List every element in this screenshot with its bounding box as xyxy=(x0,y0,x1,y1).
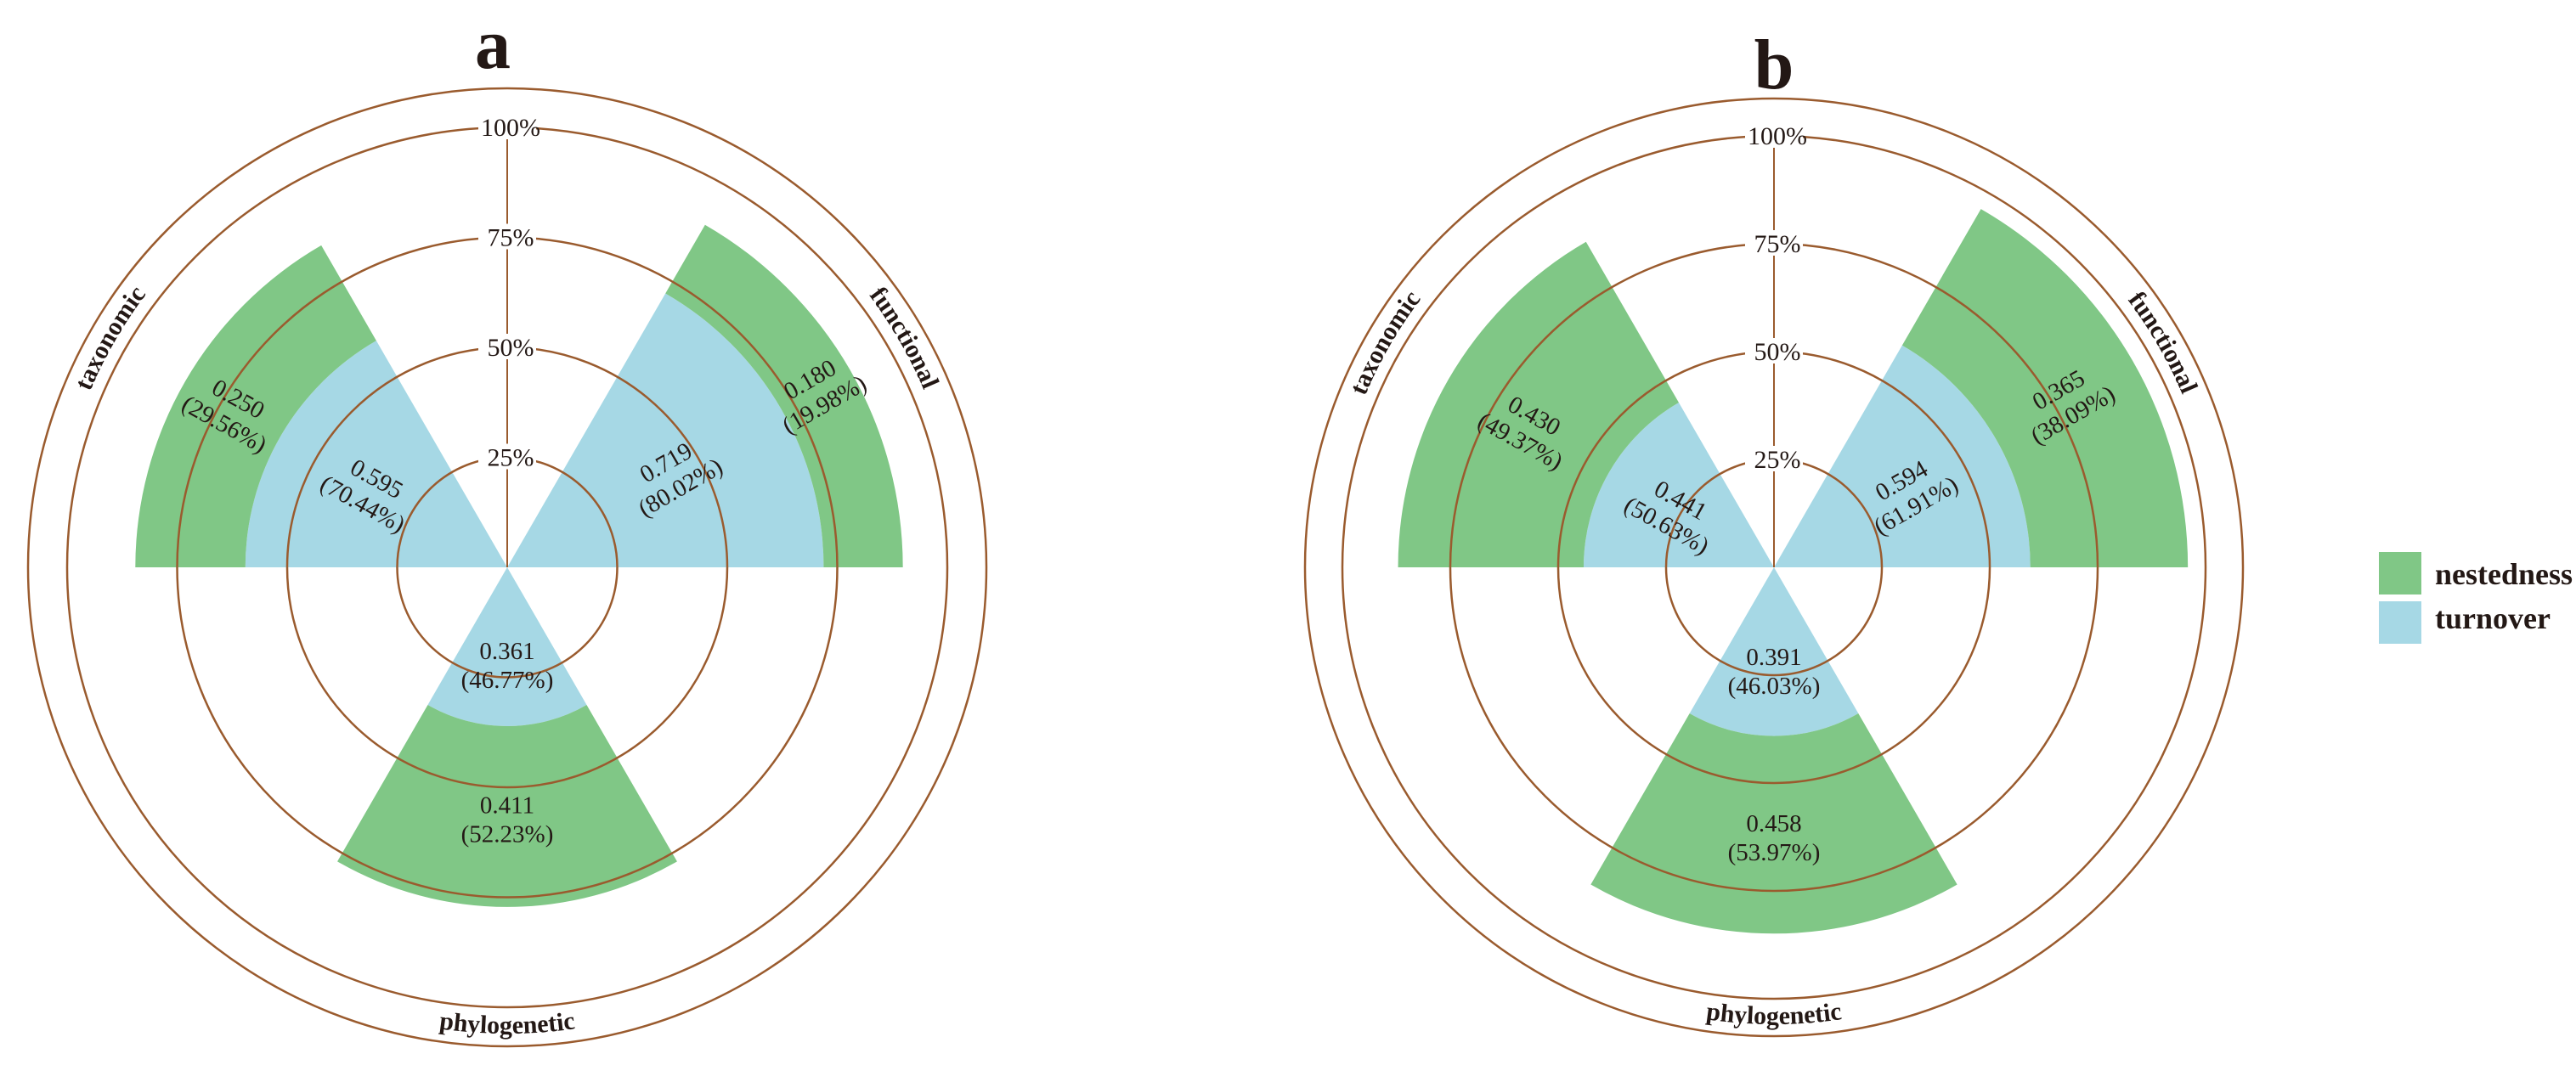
turnover-sector-phylogenetic xyxy=(1689,567,1859,736)
legend-swatch-nestedness xyxy=(2379,552,2421,594)
legend-swatch-turnover xyxy=(2379,601,2421,644)
tick-label-bg xyxy=(1745,338,1803,363)
category-label-phylogenetic: phylogenetic xyxy=(1704,997,1843,1030)
tick-label-bg xyxy=(478,443,536,470)
nestedness-value-label-phylogenetic: 0.458 (53.97%) xyxy=(1728,810,1821,866)
tick-label: 100% xyxy=(481,114,540,142)
nestedness-value-label-phylogenetic: 0.411 (52.23%) xyxy=(461,792,554,848)
tick-label: 50% xyxy=(1754,338,1801,366)
panel-a: a25%50%75%100%taxonomic functionalphyloge… xyxy=(26,5,988,1048)
legend-label-nestedness: nestedness xyxy=(2435,557,2573,591)
legend-label-turnover: turnover xyxy=(2435,601,2551,635)
nestedness-sector-phylogenetic xyxy=(337,704,677,907)
tick-label-bg xyxy=(478,223,536,250)
tick-label: 100% xyxy=(1748,122,1807,150)
turnover-value-label-phylogenetic: 0.391 (46.03%) xyxy=(1728,644,1821,700)
turnover-sector-functional xyxy=(1774,345,2031,567)
nestedness-sector-taxonomic xyxy=(1398,241,1679,567)
nestedness-sector-functional xyxy=(665,224,903,567)
nestedness-sector-taxonomic xyxy=(135,245,376,567)
turnover-sector-taxonomic xyxy=(1583,402,1774,567)
tick-label: 75% xyxy=(488,224,534,252)
tick-label-bg xyxy=(1745,122,1803,148)
tick-label: 75% xyxy=(1754,230,1801,258)
tick-label-bg xyxy=(1745,446,1803,471)
tick-label-bg xyxy=(478,114,536,139)
outer-ring xyxy=(26,87,988,1048)
panel-b: b25%50%75%100%taxonomic functionalphyloge… xyxy=(1303,25,2245,1038)
panel-letter: b xyxy=(1754,25,1794,104)
category-label-phylogenetic: phylogenetic xyxy=(438,1006,576,1040)
panel-letter: a xyxy=(475,5,511,84)
tick-label-bg xyxy=(478,334,536,359)
legend: nestedness turnover xyxy=(2379,552,2573,644)
tick-label-bg xyxy=(1745,230,1803,256)
tick-label: 25% xyxy=(1754,446,1801,474)
outer-ring xyxy=(1303,97,2245,1038)
tick-label: 25% xyxy=(488,444,534,472)
turnover-value-label-phylogenetic: 0.361 (46.77%) xyxy=(461,638,554,694)
tick-label: 50% xyxy=(488,334,534,362)
turnover-sector-phylogenetic xyxy=(427,567,587,726)
turnover-sector-functional xyxy=(507,293,824,567)
turnover-sector-taxonomic xyxy=(245,341,507,567)
nestedness-sector-functional xyxy=(1901,209,2189,567)
